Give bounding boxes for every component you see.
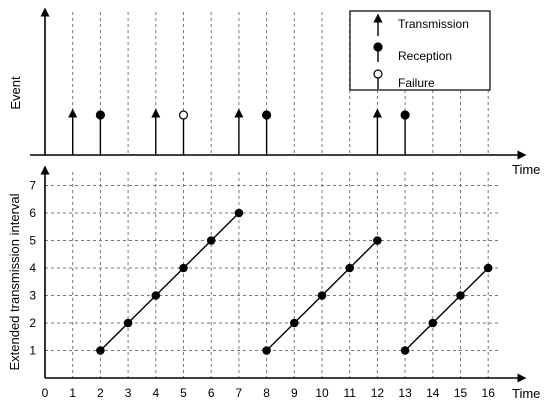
data-point [345,263,355,273]
x-tick-label: 3 [125,386,132,400]
data-point [400,346,410,355]
interval-y-tick-labels: 1 2 3 4 5 6 7 [29,179,36,358]
x-tick-label: 2 [97,386,104,400]
event-panel: Event Time Transmission Reception Failur… [8,7,540,177]
legend-box [349,10,491,91]
data-point [483,263,493,273]
data-point [96,346,105,355]
data-point [262,346,271,355]
event-y-label: Event [8,76,23,110]
series-line [99,212,240,351]
x-tick-label: 12 [371,386,385,400]
x-tick-label: 13 [398,386,412,400]
x-tick-label: 16 [482,386,496,400]
x-tick-label: 5 [180,386,187,400]
reception-event [400,110,410,120]
event-markers [68,108,410,155]
data-point [456,291,465,300]
data-point [234,208,244,218]
x-tick-label: 6 [208,386,215,400]
x-tick-label: 11 [343,386,356,400]
legend-failure-icon [373,69,383,79]
interval-x-tick-labels: 0 1 2 3 4 5 6 7 8 9 10 11 12 13 14 15 16 [42,386,496,400]
legend-transmission-label: Transmission [398,17,469,31]
reception-event [95,110,106,120]
interval-x-label: Time [512,386,540,401]
y-tick-label: 7 [29,179,36,193]
data-point [123,318,133,328]
x-tick-label: 10 [315,386,329,400]
x-tick-label: 15 [454,386,468,400]
y-tick-label: 5 [29,234,36,248]
legend-entry-failure: Failure [373,69,435,90]
legend: Transmission Reception Failure [349,10,491,91]
legend-reception-label: Reception [398,49,452,63]
x-tick-label: 7 [236,386,243,400]
y-tick-label: 3 [29,289,36,303]
event-x-label: Time [512,162,540,177]
y-tick-label: 2 [29,316,36,330]
reception-event [262,110,272,120]
interval-series [96,208,493,355]
data-point [290,318,299,328]
legend-reception-icon [373,42,383,52]
x-tick-label: 0 [42,386,49,400]
x-tick-label: 9 [291,386,298,400]
series-line [404,267,489,351]
data-point [428,318,438,328]
x-tick-label: 1 [69,386,76,400]
data-point [206,236,216,245]
legend-entry-reception: Reception [373,42,452,63]
x-tick-label: 8 [263,386,270,400]
data-point [373,236,382,245]
x-tick-label: 14 [426,386,440,400]
x-tick-label: 4 [152,386,159,400]
y-tick-label: 6 [29,206,36,220]
failure-event [178,110,189,120]
data-point [151,291,161,300]
legend-entry-transmission: Transmission [373,13,469,36]
interval-gridlines [45,172,499,378]
data-point [179,263,188,273]
y-tick-label: 4 [29,261,36,275]
interval-y-label: Extended transmission interval [7,193,22,370]
legend-failure-label: Failure [398,76,435,90]
y-tick-label: 1 [29,344,36,358]
data-point [317,291,327,300]
